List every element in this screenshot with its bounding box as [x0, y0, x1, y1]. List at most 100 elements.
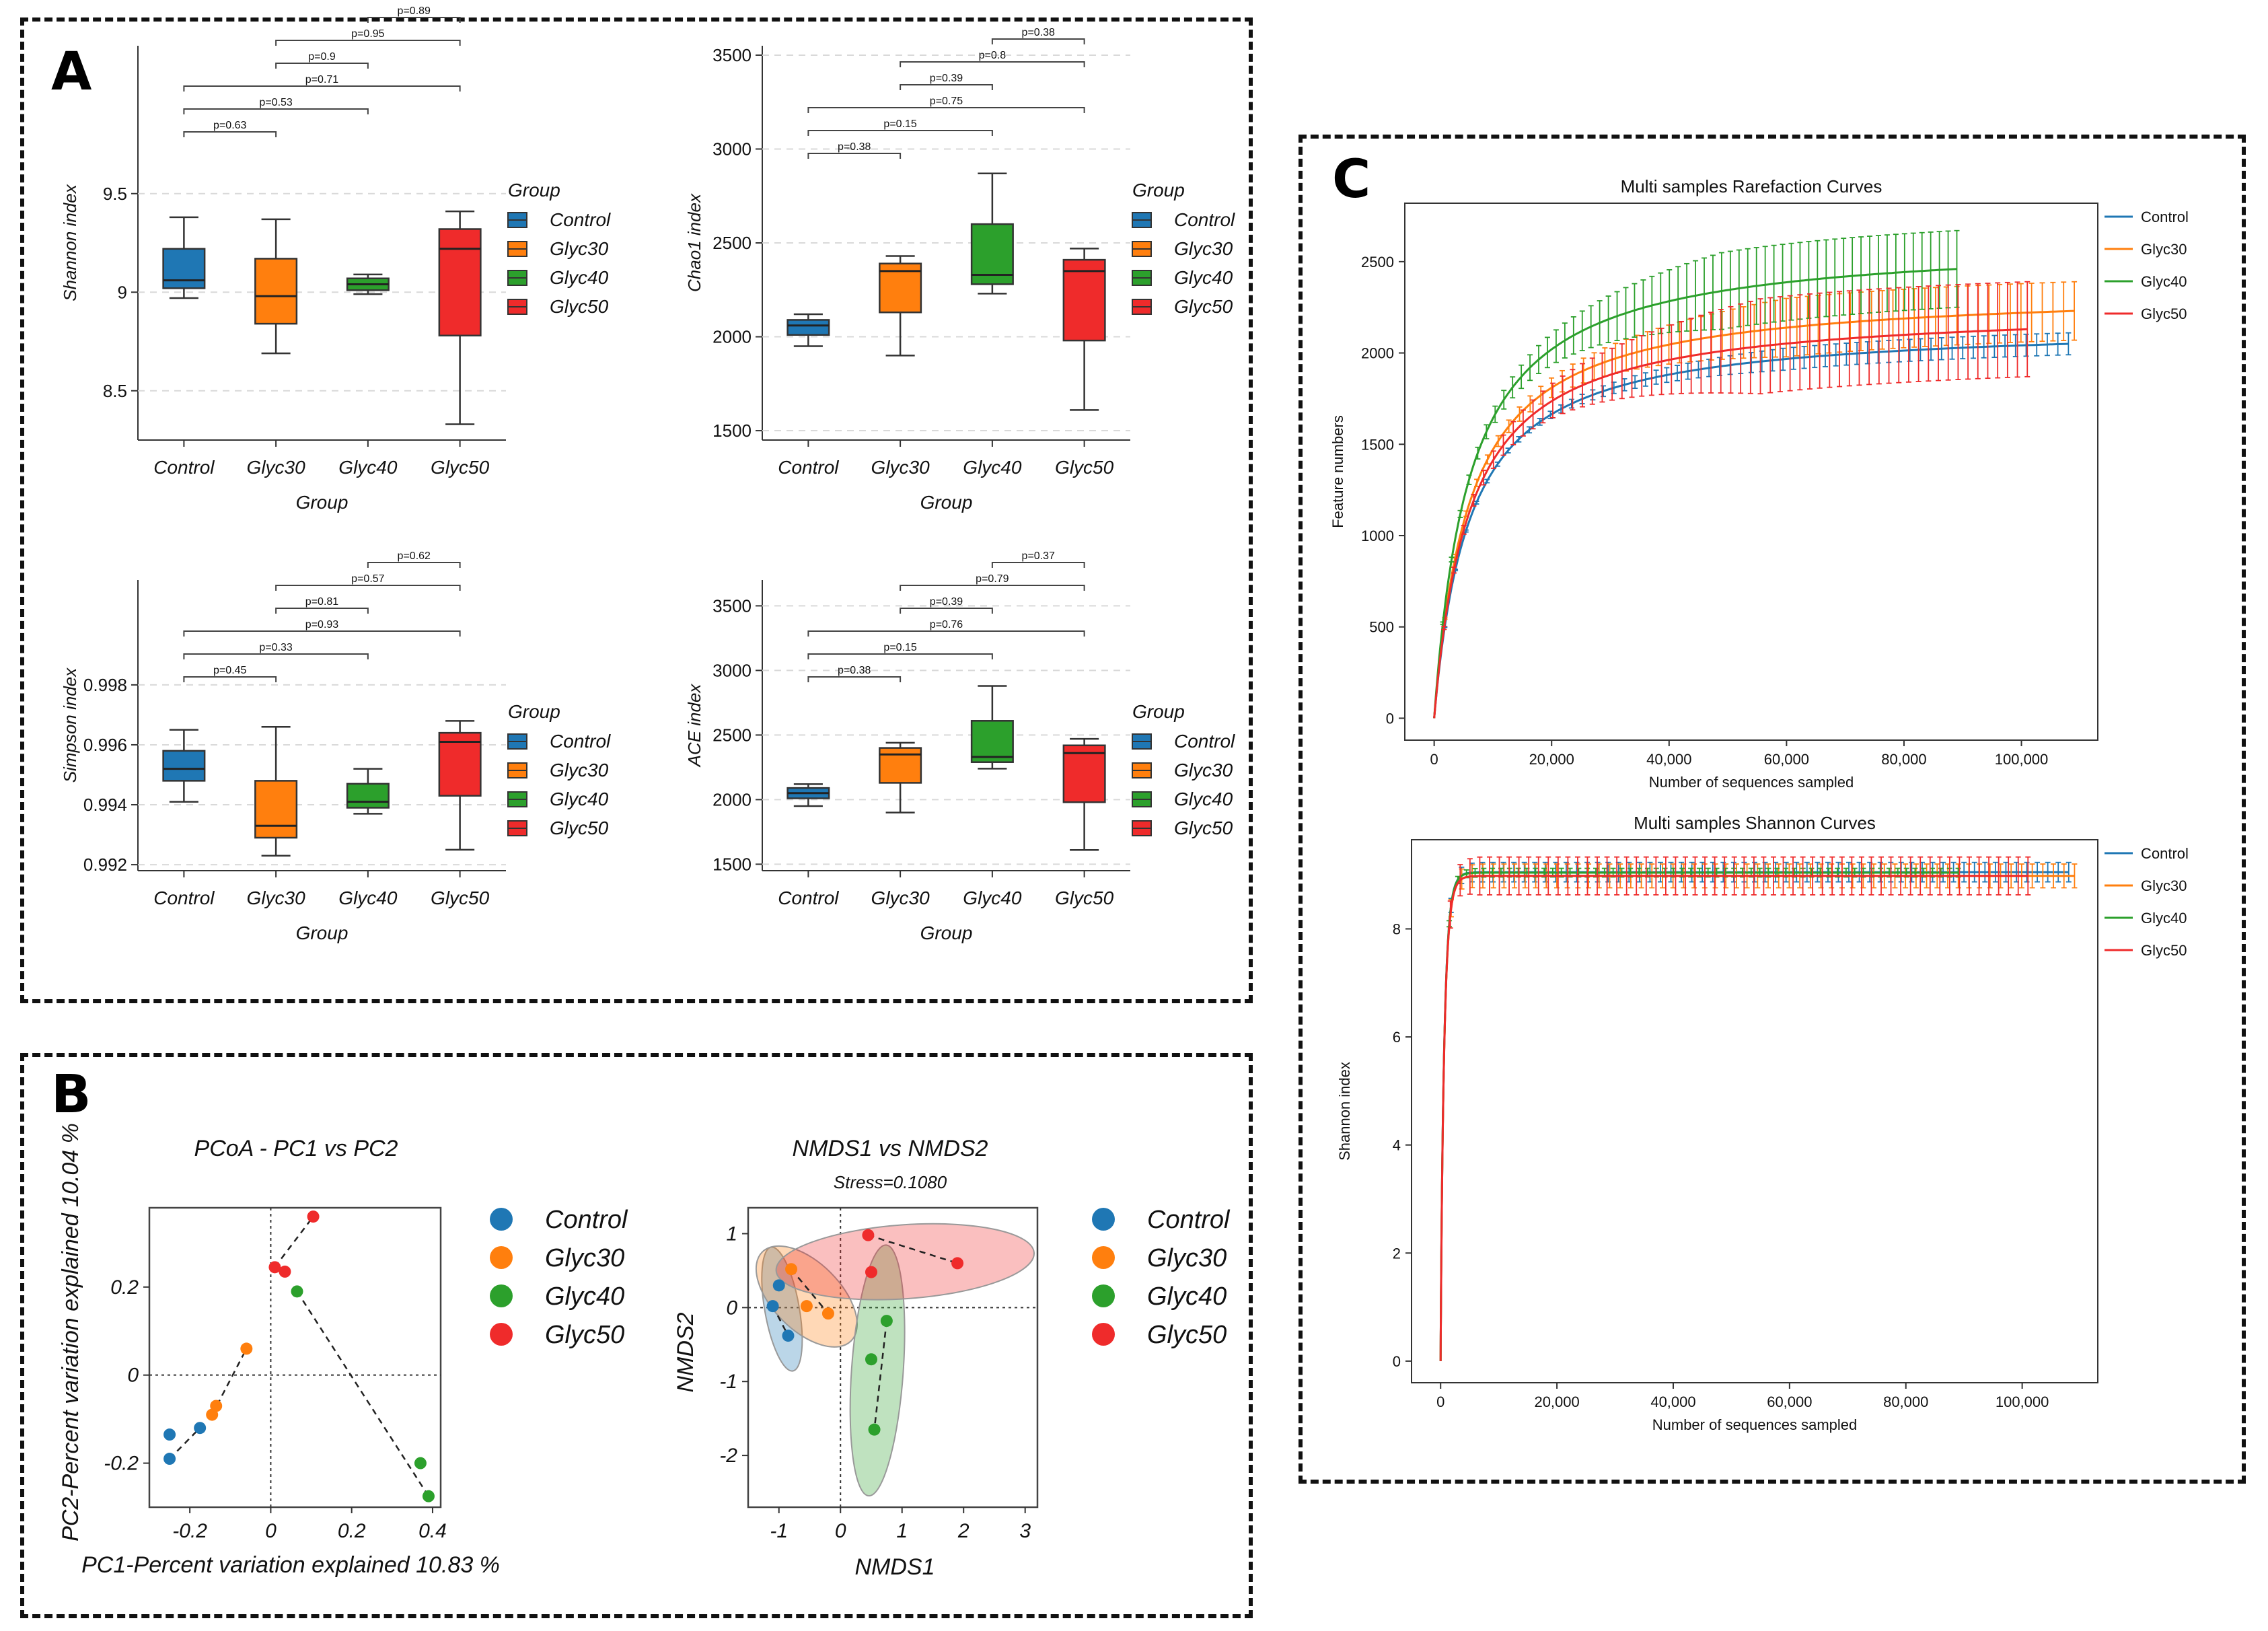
simpson-box-pvalue-bracket — [184, 654, 368, 659]
rarefaction-x-tick-label: 80,000 — [1881, 751, 1926, 768]
chao1-box-pvalue-label: p=0.8 — [979, 50, 1007, 61]
simpson-box-pvalue-bracket — [368, 563, 460, 568]
ace-box-pvalue-label: p=0.79 — [976, 573, 1009, 585]
simpson-box-y-tick-label: 0.994 — [83, 795, 127, 815]
nmds-x-axis-title: NMDS1 — [854, 1554, 935, 1580]
simpson-box-x-axis-title: Group — [296, 922, 349, 943]
pcoa-x-tick-label: 0.2 — [338, 1520, 366, 1542]
chao1-box-legend-glyc40: Glyc40 — [1174, 267, 1233, 288]
pcoa-legend-control: Control — [545, 1206, 628, 1234]
ace-box-x-tick-label: Glyc30 — [871, 887, 930, 908]
shannon-box-legend-glyc50: Glyc50 — [550, 296, 609, 317]
shannon-curve-y-tick-label: 2 — [1393, 1245, 1401, 1262]
nmds-x-tick-label: 3 — [1019, 1520, 1031, 1542]
chao1-box-x-tick-label: Glyc50 — [1055, 457, 1114, 478]
nmds-point-glyc40 — [869, 1424, 881, 1436]
nmds-y-tick-label: 0 — [726, 1297, 737, 1319]
nmds-point-glyc30 — [785, 1263, 797, 1275]
ace-box-x-tick-label: Control — [778, 887, 839, 908]
shannon-box-x-tick-label: Glyc40 — [338, 457, 398, 478]
shannon-box-pvalue-bracket — [368, 17, 460, 23]
chao1-box-y-tick-label: 3500 — [712, 45, 752, 65]
pcoa-point-glyc50 — [307, 1210, 320, 1223]
shannon-box-legend-title: Group — [508, 180, 560, 201]
simpson-box-pvalue-label: p=0.62 — [398, 550, 431, 562]
chao1-box-pvalue-bracket — [808, 131, 992, 136]
shannon-curve-y-tick-label: 6 — [1393, 1029, 1401, 1046]
rarefaction-y-tick-label: 1000 — [1361, 528, 1394, 544]
simpson-box-legend-control: Control — [550, 731, 611, 752]
simpson-box-legend-title: Group — [508, 701, 560, 722]
ace-box-box-glyc30 — [879, 748, 921, 783]
nmds-legend-glyc30: Glyc30 — [1147, 1244, 1227, 1272]
nmds-y-axis-title: NMDS2 — [673, 1312, 698, 1392]
shannon-box-pvalue-bracket — [184, 86, 460, 92]
ace-box-pvalue-label: p=0.15 — [883, 642, 916, 653]
chao1-box-y-tick-label: 2500 — [712, 233, 752, 253]
rarefaction-x-tick-label: 0 — [1430, 751, 1438, 768]
chao1-box-pvalue-bracket — [808, 108, 1084, 113]
ace-box-pvalue-bracket — [992, 563, 1085, 568]
shannon-curve-legend-glyc40: Glyc40 — [2141, 910, 2187, 927]
chao1-box-legend-glyc50: Glyc50 — [1174, 296, 1233, 317]
shannon-curve-x-tick-label: 20,000 — [1534, 1393, 1579, 1410]
ace-box-pvalue-label: p=0.37 — [1022, 550, 1055, 562]
shannon-curve-legend-glyc30: Glyc30 — [2141, 877, 2187, 894]
pcoa-x-axis-title: PC1-Percent variation explained 10.83 % — [81, 1552, 500, 1578]
pcoa-point-glyc40 — [291, 1285, 303, 1297]
simpson-box-pvalue-bracket — [276, 608, 368, 614]
simpson-box-legend-glyc30: Glyc30 — [550, 760, 609, 781]
simpson-box-box-glyc30 — [255, 781, 297, 838]
ace-box-pvalue-label: p=0.76 — [930, 619, 963, 630]
chao1-box-legend-control: Control — [1174, 209, 1235, 230]
shannon-box-pvalue-bracket — [276, 63, 368, 69]
shannon-curve-x-tick-label: 60,000 — [1767, 1393, 1812, 1410]
shannon-box-y-tick-label: 8.5 — [103, 381, 127, 401]
nmds-ellipse-glyc50 — [774, 1216, 1037, 1307]
chao1-box-x-tick-label: Glyc30 — [871, 457, 930, 478]
simpson-box-pvalue-label: p=0.81 — [305, 596, 338, 608]
pcoa-connector-glyc40 — [297, 1291, 429, 1496]
pcoa-legend-dot-control — [490, 1208, 513, 1231]
pcoa-x-tick-label: -0.2 — [172, 1520, 207, 1542]
shannon-curve-legend-glyc50: Glyc50 — [2141, 942, 2187, 959]
shannon-curve-title: Multi samples Shannon Curves — [1634, 813, 1876, 833]
pcoa-connector-glyc50 — [275, 1217, 313, 1267]
shannon-curve-plot-frame — [1412, 840, 2098, 1383]
simpson-box-box-control — [163, 751, 205, 781]
chao1-box-pvalue-bracket — [992, 39, 1085, 44]
pcoa-point-glyc30 — [240, 1342, 252, 1354]
shannon-box-x-tick-label: Control — [153, 457, 215, 478]
nmds-legend-glyc40: Glyc40 — [1147, 1282, 1227, 1311]
nmds-title: NMDS1 vs NMDS2 — [793, 1136, 988, 1161]
shannon-box-pvalue-label: p=0.71 — [305, 74, 338, 85]
pcoa-point-control — [194, 1422, 206, 1434]
nmds-point-glyc40 — [881, 1315, 893, 1327]
ace-box-y-tick-label: 2000 — [712, 789, 752, 809]
pcoa-x-tick-label: 0.4 — [418, 1520, 447, 1542]
shannon-box-x-tick-label: Glyc30 — [247, 457, 306, 478]
chao1-box-y-tick-label: 2000 — [712, 327, 752, 347]
rarefaction-x-tick-label: 100,000 — [1995, 751, 2049, 768]
chao1-box-pvalue-label: p=0.15 — [883, 118, 916, 130]
simpson-box-pvalue-label: p=0.45 — [213, 665, 246, 676]
simpson-box-y-tick-label: 0.992 — [83, 855, 127, 875]
rarefaction-plot-frame — [1405, 203, 2098, 740]
rarefaction-x-tick-label: 60,000 — [1764, 751, 1809, 768]
rarefaction-y-tick-label: 2000 — [1361, 345, 1394, 362]
nmds-x-tick-label: -1 — [770, 1520, 788, 1542]
nmds-point-control — [782, 1330, 794, 1342]
rarefaction-y-axis-title: Feature numbers — [1329, 415, 1346, 528]
ace-box-x-axis-title: Group — [920, 922, 973, 943]
chao1-box-pvalue-label: p=0.38 — [1022, 27, 1055, 38]
ace-box-legend-glyc30: Glyc30 — [1174, 760, 1233, 781]
rarefaction-errorbars-glyc30 — [1442, 282, 2078, 620]
chao1-box-pvalue-bracket — [808, 153, 900, 159]
rarefaction-legend-glyc30: Glyc30 — [2141, 241, 2187, 258]
ace-box-x-tick-label: Glyc50 — [1055, 887, 1114, 908]
shannon-curve-x-tick-label: 40,000 — [1650, 1393, 1695, 1410]
rarefaction-x-tick-label: 40,000 — [1646, 751, 1691, 768]
shannon-curve-x-axis-title: Number of sequences sampled — [1652, 1416, 1858, 1433]
chao1-box-y-tick-label: 1500 — [712, 421, 752, 441]
simpson-box-box-glyc40 — [347, 784, 389, 808]
